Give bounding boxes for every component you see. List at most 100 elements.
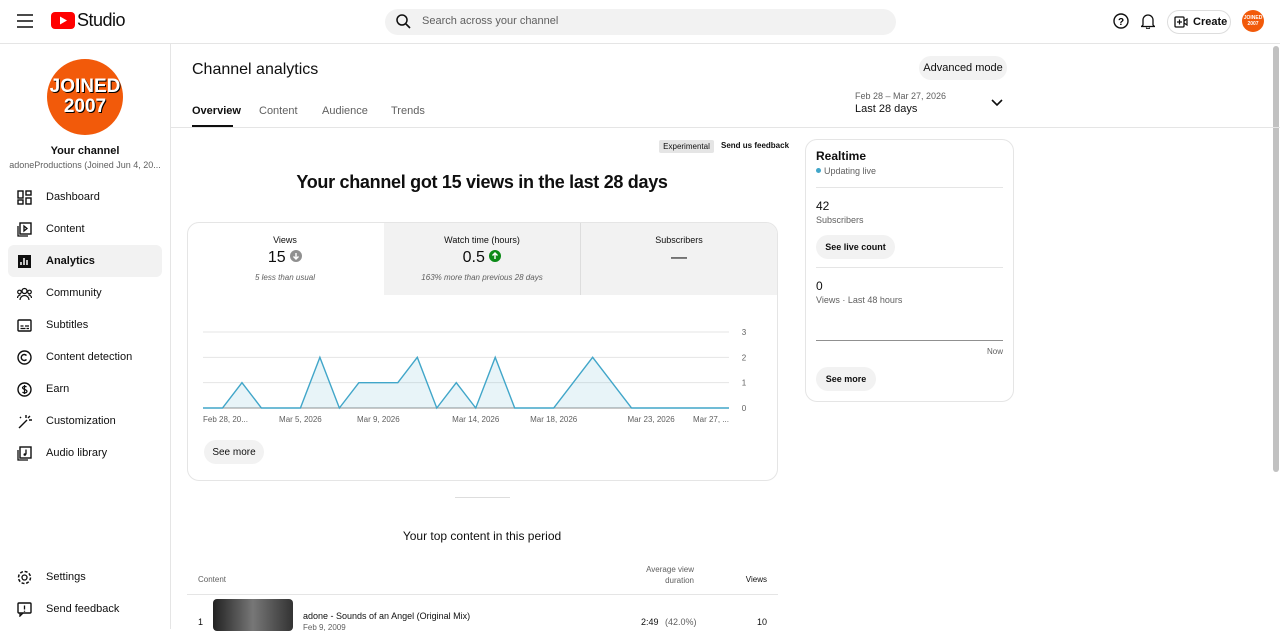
menu-item[interactable]: Settings bbox=[8, 561, 162, 593]
metric-note: 163% more than previous 28 days bbox=[421, 273, 543, 282]
menu-item[interactable]: Subtitles bbox=[8, 309, 162, 341]
see-more-button[interactable]: See more bbox=[816, 367, 876, 391]
channel-avatar[interactable]: JOINED 2007 bbox=[47, 59, 123, 135]
menu-item[interactable]: Dashboard bbox=[8, 181, 162, 213]
divider bbox=[816, 187, 1003, 188]
menu-icon bbox=[17, 349, 32, 365]
x-tick-label: Mar 23, 2026 bbox=[628, 415, 676, 424]
menu-label: Audio library bbox=[46, 447, 108, 459]
top-bar bbox=[0, 0, 1280, 44]
avg-duration: 2:49 bbox=[641, 617, 659, 627]
video-views: 10 bbox=[756, 617, 767, 627]
x-tick-label: Mar 9, 2026 bbox=[357, 415, 400, 424]
avatar-text: JOINED bbox=[49, 76, 121, 97]
create-button[interactable] bbox=[1167, 10, 1231, 34]
menu-icon bbox=[17, 287, 32, 300]
notifications-icon[interactable] bbox=[1141, 13, 1155, 29]
menu-icon bbox=[17, 445, 32, 461]
menu-item[interactable]: Send feedback bbox=[8, 593, 162, 625]
menu-label: Subtitles bbox=[46, 319, 89, 331]
metric-label: Views bbox=[273, 235, 297, 245]
account-avatar[interactable]: JOINED 2007 bbox=[1242, 10, 1264, 32]
x-tick-label: Feb 28, 20... bbox=[203, 415, 248, 424]
divider bbox=[816, 267, 1003, 268]
menu-item[interactable]: Content bbox=[8, 213, 162, 245]
metric-tab[interactable]: Subscribers — bbox=[581, 223, 777, 295]
logo-icon[interactable] bbox=[51, 12, 75, 29]
menu-icon bbox=[17, 318, 32, 332]
experimental-badge: Experimental bbox=[659, 140, 714, 153]
y-tick-label: 1 bbox=[742, 379, 747, 388]
column-header: Average view duration bbox=[620, 564, 694, 586]
chevron[interactable] bbox=[991, 99, 1003, 107]
feedback-link[interactable]: Send us feedback bbox=[721, 141, 790, 150]
realtime-views: 0 bbox=[816, 279, 823, 293]
menu-label: Content detection bbox=[46, 351, 133, 363]
live-count-button[interactable]: See live count bbox=[816, 235, 895, 259]
menu-icon bbox=[18, 254, 31, 268]
now-label: Now bbox=[986, 347, 1003, 356]
column-header-line: Average view bbox=[646, 565, 694, 574]
avatar-text: JOINED bbox=[1243, 15, 1263, 21]
menu-label: Content bbox=[46, 223, 85, 235]
menu-item[interactable]: Earn bbox=[8, 373, 162, 405]
live-dot bbox=[816, 168, 821, 173]
create-label[interactable]: Create bbox=[1193, 16, 1228, 28]
menu-icon bbox=[18, 414, 32, 428]
logo-text[interactable]: Studio bbox=[77, 10, 126, 30]
video-title[interactable]: adone - Sounds of an Angel (Original Mix… bbox=[303, 611, 471, 621]
search-box[interactable] bbox=[385, 9, 896, 35]
menu-label: Dashboard bbox=[46, 191, 100, 203]
headline: Your channel got 15 views in the last 28… bbox=[296, 172, 668, 192]
realtime-views-label: Views · Last 48 hours bbox=[816, 295, 903, 305]
tab[interactable]: Trends bbox=[391, 105, 425, 117]
scrollbar[interactable] bbox=[1273, 46, 1279, 472]
tab[interactable]: Audience bbox=[322, 105, 368, 117]
help-icon[interactable]: ? bbox=[1113, 13, 1129, 29]
menu-icon bbox=[17, 189, 32, 205]
search-icon bbox=[396, 14, 411, 29]
x-tick-label: Mar 27, ... bbox=[693, 415, 729, 424]
realtime-status: Updating live bbox=[824, 166, 877, 176]
menu-label: Settings bbox=[46, 571, 86, 583]
menu-item[interactable]: Community bbox=[8, 277, 162, 309]
menu-item[interactable]: Audio library bbox=[8, 437, 162, 469]
see-more-button[interactable]: See more bbox=[204, 440, 264, 464]
up-icon bbox=[489, 250, 502, 262]
avatar-text: 2007 bbox=[63, 96, 107, 117]
menu-item[interactable]: Customization bbox=[8, 405, 162, 437]
menu-item[interactable]: Content detection bbox=[8, 341, 162, 373]
separator bbox=[455, 497, 510, 498]
metric-label: Watch time (hours) bbox=[444, 235, 520, 245]
channel-name: adoneProductions (Joined Jun 4, 20... bbox=[9, 160, 161, 170]
y-tick-label: 2 bbox=[742, 353, 747, 362]
column-header: Content bbox=[198, 575, 227, 584]
period[interactable]: Last 28 days bbox=[855, 103, 918, 115]
tab[interactable]: Content bbox=[259, 105, 298, 117]
sidebar-border bbox=[170, 44, 171, 629]
views-chart: 0 1 2 3 Feb 28, 20... Mar 5, 2026 Mar 9, 2026 M… bbox=[203, 328, 747, 424]
menu-icon bbox=[17, 381, 32, 397]
metric-tab[interactable]: Watch time (hours) 0.5 163% more than pr… bbox=[384, 223, 580, 295]
menu-label: Customization bbox=[46, 415, 116, 427]
metric-value: 15 bbox=[267, 249, 286, 266]
advanced-mode-button[interactable]: Advanced mode bbox=[919, 56, 1007, 80]
down-icon bbox=[290, 250, 303, 262]
menu-label: Analytics bbox=[46, 255, 95, 267]
metric-tab[interactable]: Views 15 5 less than usual bbox=[187, 223, 383, 295]
x-tick-label: Mar 5, 2026 bbox=[279, 415, 322, 424]
video-date: Feb 9, 2009 bbox=[303, 623, 346, 632]
divider bbox=[170, 127, 1280, 128]
menu-icon bbox=[17, 221, 32, 237]
y-tick-label: 3 bbox=[742, 328, 747, 337]
metric-value: — bbox=[671, 249, 687, 266]
thumbnail[interactable] bbox=[213, 599, 293, 631]
menu-item[interactable]: Analytics bbox=[8, 245, 162, 277]
x-tick-label: Mar 14, 2026 bbox=[452, 415, 500, 424]
date-range[interactable]: Feb 28 – Mar 27, 2026 bbox=[855, 91, 947, 101]
tab-underline bbox=[192, 125, 233, 127]
menu-icon[interactable] bbox=[17, 14, 33, 28]
tab[interactable]: Overview bbox=[192, 105, 241, 117]
y-tick-label: 0 bbox=[742, 404, 747, 413]
overview-card bbox=[187, 222, 778, 481]
